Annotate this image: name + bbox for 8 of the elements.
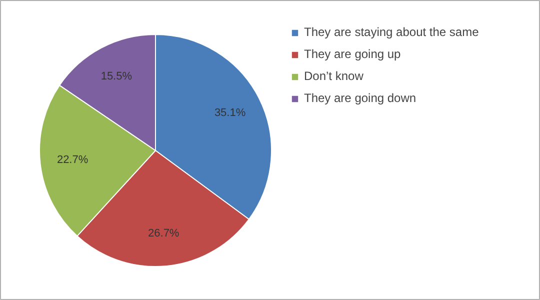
data-label: 22.7% — [56, 154, 88, 166]
data-label: 15.5% — [100, 70, 132, 83]
data-label: 35.1% — [214, 106, 246, 119]
legend-label: They are going down — [304, 91, 416, 105]
legend-label: They are staying about the same — [304, 25, 479, 39]
data-label: 26.7% — [148, 228, 180, 240]
legend-label: Don’t know — [304, 69, 364, 83]
legend-label: They are going up — [304, 47, 401, 61]
